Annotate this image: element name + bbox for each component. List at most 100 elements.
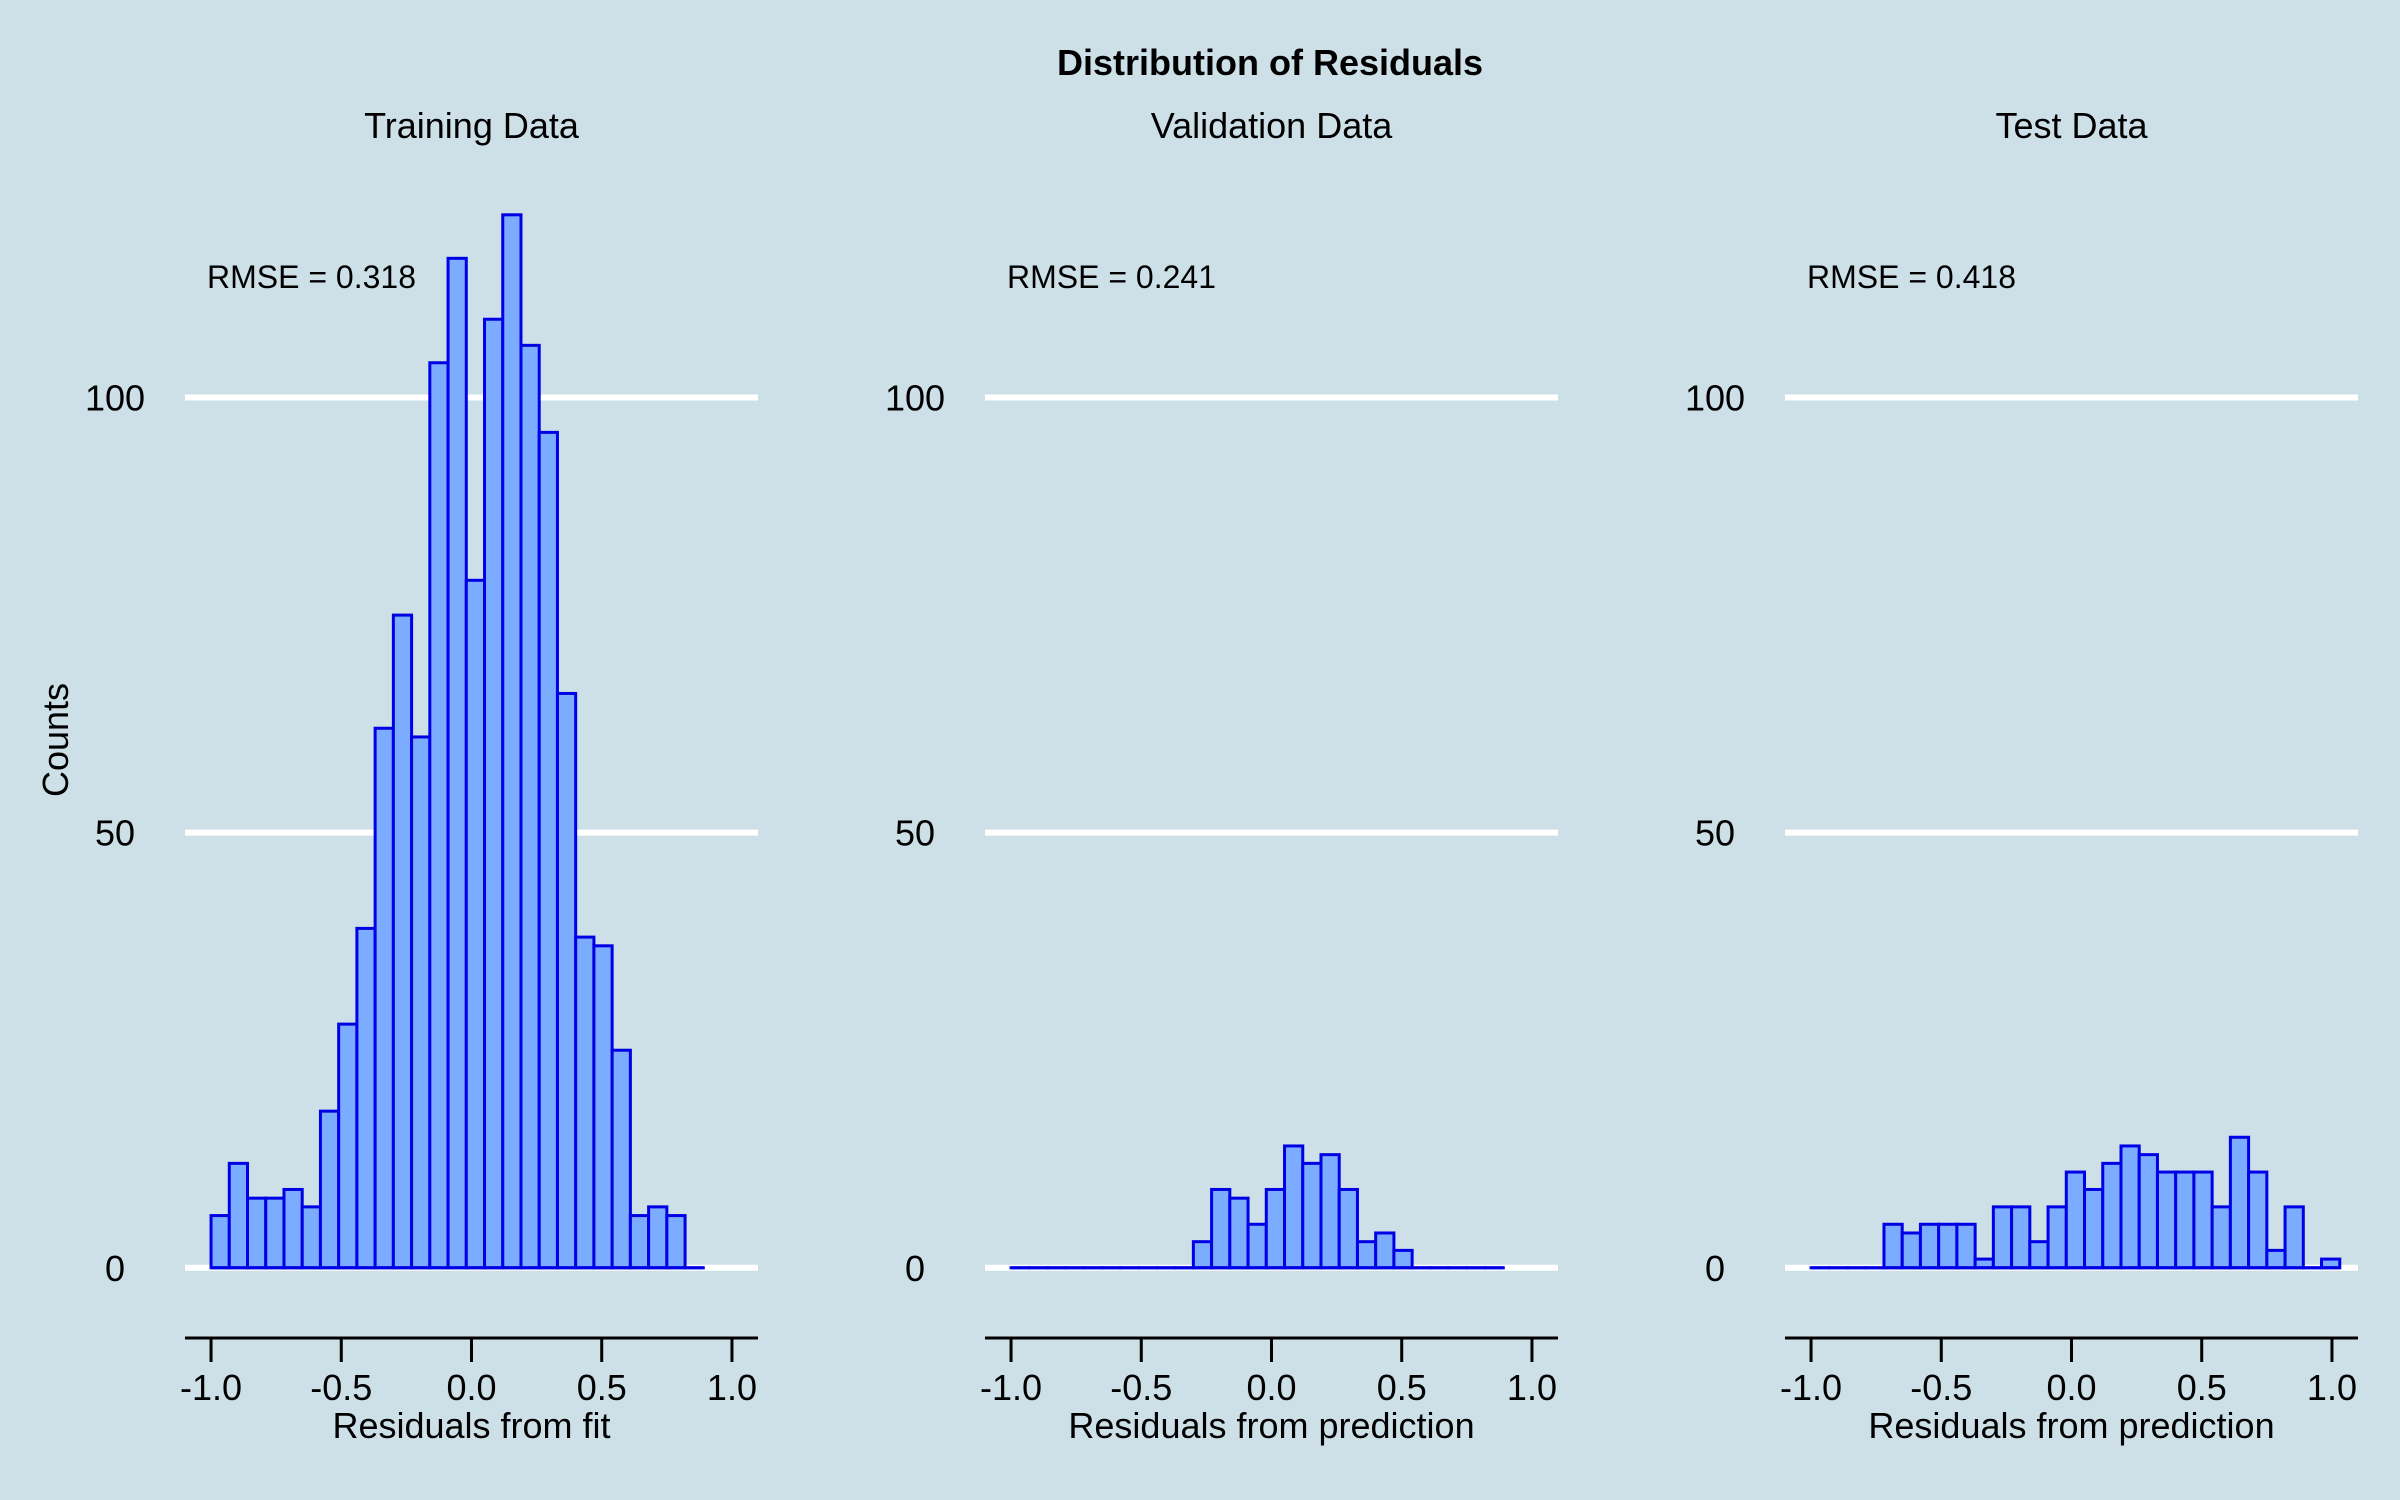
histogram-bar	[1882, 1222, 1904, 1270]
y-tick-label: 0	[1705, 1248, 1725, 1289]
histogram-bar	[2174, 1170, 2196, 1270]
panel-title: Validation Data	[1151, 105, 1393, 146]
histogram-bar	[1264, 1187, 1287, 1270]
histogram-bar	[628, 1214, 651, 1270]
histogram-bar	[464, 578, 487, 1270]
histogram-bars	[209, 213, 705, 1270]
x-tick-label: 0.5	[2177, 1367, 2227, 1408]
x-tick-label: 0.0	[446, 1367, 496, 1408]
histogram-bar	[1355, 1240, 1378, 1270]
x-tick-label: 1.0	[707, 1367, 757, 1408]
histogram-bar	[2265, 1248, 2287, 1270]
histogram-bar	[2228, 1135, 2251, 1270]
histogram-bars	[1009, 1144, 1505, 1270]
histogram-bar	[1337, 1187, 1359, 1270]
histogram-bar	[2210, 1205, 2232, 1270]
histogram-bar	[1301, 1161, 1323, 1270]
histogram-bar	[610, 1048, 632, 1270]
histogram-bar	[410, 735, 432, 1270]
histogram-bar	[2247, 1170, 2269, 1270]
x-axis-label: Residuals from fit	[332, 1405, 610, 1446]
rmse-annotation: RMSE = 0.418	[1807, 259, 2016, 295]
histogram-bar	[264, 1196, 286, 1270]
panel-2: Validation Data 0 50 100 RMSE = 0.241 -1.0 -0.…	[885, 105, 1558, 1446]
x-tick-label: -0.5	[1910, 1367, 1972, 1408]
panel-3: Test Data 0 50 100 RMSE = 0.418 -1.0 -0.5 0.0 0.…	[1685, 105, 2358, 1446]
histogram-bar	[1918, 1222, 1941, 1270]
histogram-bar	[2137, 1153, 2159, 1270]
histogram-bar	[391, 613, 414, 1270]
x-axis-label: Residuals from prediction	[1868, 1405, 2274, 1446]
histogram-bar	[1955, 1222, 1977, 1270]
y-tick-label: 50	[95, 813, 135, 854]
y-tick-label: 100	[85, 378, 145, 419]
histogram-bar	[1937, 1222, 1959, 1270]
x-tick-label: 0.0	[1246, 1367, 1296, 1408]
histogram-bar	[1228, 1196, 1250, 1270]
histogram-bar	[2028, 1240, 2050, 1270]
x-tick-label: -1.0	[180, 1367, 242, 1408]
x-tick-label: 0.5	[1377, 1367, 1427, 1408]
x-tick-label: 0.5	[577, 1367, 627, 1408]
histogram-bar	[355, 926, 377, 1270]
x-tick-label: -0.5	[310, 1367, 372, 1408]
histogram-bar	[373, 726, 395, 1270]
histogram-bar	[2155, 1170, 2178, 1270]
y-tick-label: 50	[1695, 813, 1735, 854]
rmse-annotation: RMSE = 0.241	[1007, 259, 1216, 295]
histogram-bar	[282, 1187, 304, 1270]
histogram-bar	[1392, 1248, 1414, 1270]
rmse-annotation: RMSE = 0.318	[207, 259, 416, 295]
figure-title: Distribution of Residuals	[1057, 42, 1483, 83]
x-tick-label: -0.5	[1110, 1367, 1172, 1408]
x-tick-label: -1.0	[980, 1367, 1042, 1408]
x-tick-label: 0.0	[2046, 1367, 2096, 1408]
histogram-bar	[501, 213, 523, 1270]
histogram-bar	[1900, 1231, 1922, 1270]
y-axis-label: Counts	[35, 683, 76, 797]
histogram-bar	[2119, 1144, 2141, 1270]
histogram-bar	[574, 935, 596, 1270]
panel-title: Test Data	[1995, 105, 2148, 146]
y-tick-label: 100	[1685, 378, 1745, 419]
histogram-bar	[592, 944, 614, 1270]
histogram-bar	[337, 1022, 359, 1270]
histogram-bar	[2101, 1161, 2123, 1270]
y-tick-label: 50	[895, 813, 935, 854]
histogram-bar	[555, 691, 578, 1270]
histogram-bar	[1319, 1153, 1341, 1270]
histogram-bars	[1809, 1135, 2342, 1270]
histogram-bar	[647, 1205, 669, 1270]
histogram-bar	[246, 1196, 268, 1270]
x-tick-label: -1.0	[1780, 1367, 1842, 1408]
histogram-bar	[519, 343, 541, 1270]
histogram-bar	[227, 1161, 250, 1270]
histogram-bar	[300, 1205, 322, 1270]
histogram-bar	[483, 317, 505, 1270]
x-axis-label: Residuals from prediction	[1068, 1405, 1474, 1446]
panel-title: Training Data	[364, 105, 580, 146]
histogram-bar	[446, 256, 468, 1270]
y-tick-label: 0	[105, 1248, 125, 1289]
histogram-bar	[428, 361, 450, 1270]
y-tick-label: 0	[905, 1248, 925, 1289]
histogram-bar	[318, 1109, 341, 1270]
panels: Training Data 0 50 100 RMSE = 0.318 -1.0 -0.5 0…	[85, 105, 2358, 1446]
histogram-bar	[1191, 1240, 1214, 1270]
histogram-bar	[537, 430, 559, 1270]
panel-1: Training Data 0 50 100 RMSE = 0.318 -1.0 -0.5 0…	[85, 105, 758, 1446]
y-tick-label: 100	[885, 378, 945, 419]
histogram-bar	[1991, 1205, 2014, 1270]
x-tick-label: 1.0	[1507, 1367, 1557, 1408]
histogram-bar	[2283, 1205, 2305, 1270]
histogram-bar	[665, 1214, 687, 1270]
histogram-bar	[2046, 1205, 2068, 1270]
histogram-bar	[209, 1214, 231, 1270]
histogram-bar	[2010, 1205, 2032, 1270]
x-tick-label: 1.0	[2307, 1367, 2357, 1408]
histogram-bar	[1210, 1187, 1232, 1270]
histogram-bar	[1246, 1222, 1268, 1270]
histogram-bar	[1374, 1231, 1396, 1270]
